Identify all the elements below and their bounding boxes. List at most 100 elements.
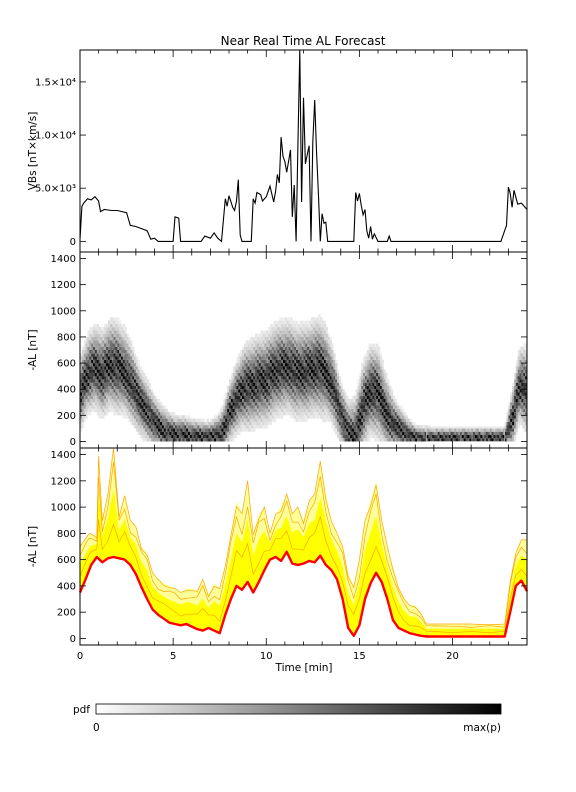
pdf-cell	[113, 392, 116, 396]
pdf-cell	[517, 389, 520, 393]
pdf-cell	[370, 350, 373, 354]
pdf-cell	[376, 346, 379, 350]
pdf-cell	[264, 379, 267, 383]
pdf-cell	[229, 402, 232, 406]
pdf-cell	[141, 431, 144, 435]
pdf-cell	[240, 366, 243, 370]
pdf-cell	[271, 405, 274, 409]
pdf-cell	[141, 421, 144, 426]
pdf-cell	[81, 389, 85, 393]
pdf-cell	[247, 363, 250, 367]
pdf-cell	[329, 353, 332, 357]
pdf-cell	[141, 376, 144, 380]
pdf-cell	[147, 421, 150, 426]
pdf-cell	[271, 389, 274, 393]
pdf-cell	[460, 434, 463, 439]
pdf-cell	[93, 399, 96, 403]
pdf-cell	[383, 438, 386, 442]
pdf-cell	[268, 395, 271, 399]
pdf-cell	[283, 366, 286, 370]
pdf-cell	[251, 412, 254, 416]
pdf-cell	[301, 389, 304, 393]
pdf-cell	[270, 402, 273, 406]
pdf-cell	[182, 421, 185, 426]
pdf-cell	[333, 399, 336, 403]
pdf-cell	[96, 405, 99, 409]
pdf-cell	[89, 385, 92, 390]
pdf-cell	[100, 353, 103, 357]
pdf-cell	[243, 356, 247, 360]
pdf-cell	[270, 350, 273, 354]
pdf-cell	[456, 434, 459, 439]
pdf-cell	[327, 350, 330, 354]
pdf-cell	[148, 421, 152, 426]
pdf-cell	[368, 382, 371, 386]
pdf-cell	[106, 346, 109, 350]
pdf-cell	[273, 385, 276, 390]
pdf-cell	[359, 405, 362, 409]
pdf-cell	[433, 431, 437, 435]
pdf-cell	[147, 405, 150, 409]
pdf-cell	[286, 376, 289, 380]
pdf-cell	[91, 385, 94, 390]
pdf-cell	[376, 382, 379, 386]
pdf-cell	[316, 369, 319, 373]
pdf-cell	[199, 425, 202, 429]
pdf-cell	[167, 418, 170, 422]
pdf-cell	[374, 389, 377, 393]
pdf-cell	[422, 428, 425, 432]
pdf-cell	[461, 434, 464, 439]
pdf-cell	[93, 336, 96, 341]
pdf-cell	[387, 431, 390, 435]
pdf-cell	[249, 389, 252, 393]
pdf-cell	[303, 395, 306, 399]
pdf-cell	[135, 372, 139, 377]
pdf-cell	[286, 399, 289, 403]
pdf-cell	[258, 415, 261, 419]
pdf-cell	[335, 408, 338, 413]
pdf-cell	[210, 418, 213, 422]
pdf-cell	[139, 382, 142, 386]
pdf-cell	[517, 399, 520, 403]
colorbar-max-label: max(p)	[463, 722, 501, 734]
pdf-cell	[227, 412, 230, 416]
pdf-cell	[111, 333, 114, 337]
pdf-cell	[270, 399, 273, 403]
pdf-cell	[366, 438, 369, 442]
pdf-cell	[191, 438, 194, 442]
y-tick-label: 800	[57, 529, 76, 540]
pdf-cell	[264, 402, 267, 406]
pdf-cell	[294, 415, 297, 419]
pdf-cell	[109, 382, 112, 386]
pdf-cell	[178, 428, 181, 432]
pdf-cell	[305, 359, 308, 364]
pdf-cell	[111, 350, 114, 354]
pdf-cell	[391, 425, 394, 429]
pdf-cell	[225, 428, 228, 432]
pdf-cell	[428, 428, 431, 432]
pdf-cell	[115, 369, 118, 373]
pdf-cell	[199, 421, 202, 426]
pdf-cell	[394, 408, 397, 413]
pdf-cell	[253, 359, 256, 364]
pdf-cell	[147, 389, 150, 393]
pdf-cell	[292, 330, 295, 334]
pdf-cell	[322, 369, 325, 373]
pdf-cell	[134, 385, 137, 390]
pdf-cell	[240, 379, 243, 383]
pdf-cell	[253, 425, 256, 429]
pdf-cell	[411, 421, 414, 426]
pdf-cell	[100, 366, 103, 370]
pdf-cell	[100, 379, 103, 383]
pdf-cell	[290, 379, 293, 383]
pdf-cell	[365, 418, 368, 422]
pdf-cell	[366, 356, 369, 360]
pdf-cell	[357, 392, 360, 396]
pdf-cell	[143, 402, 146, 406]
pdf-cell	[316, 353, 319, 357]
pdf-cell	[310, 320, 314, 324]
pdf-cell	[355, 389, 358, 393]
pdf-cell	[279, 369, 282, 373]
pdf-cell	[314, 333, 317, 337]
pdf-cell	[331, 343, 334, 347]
